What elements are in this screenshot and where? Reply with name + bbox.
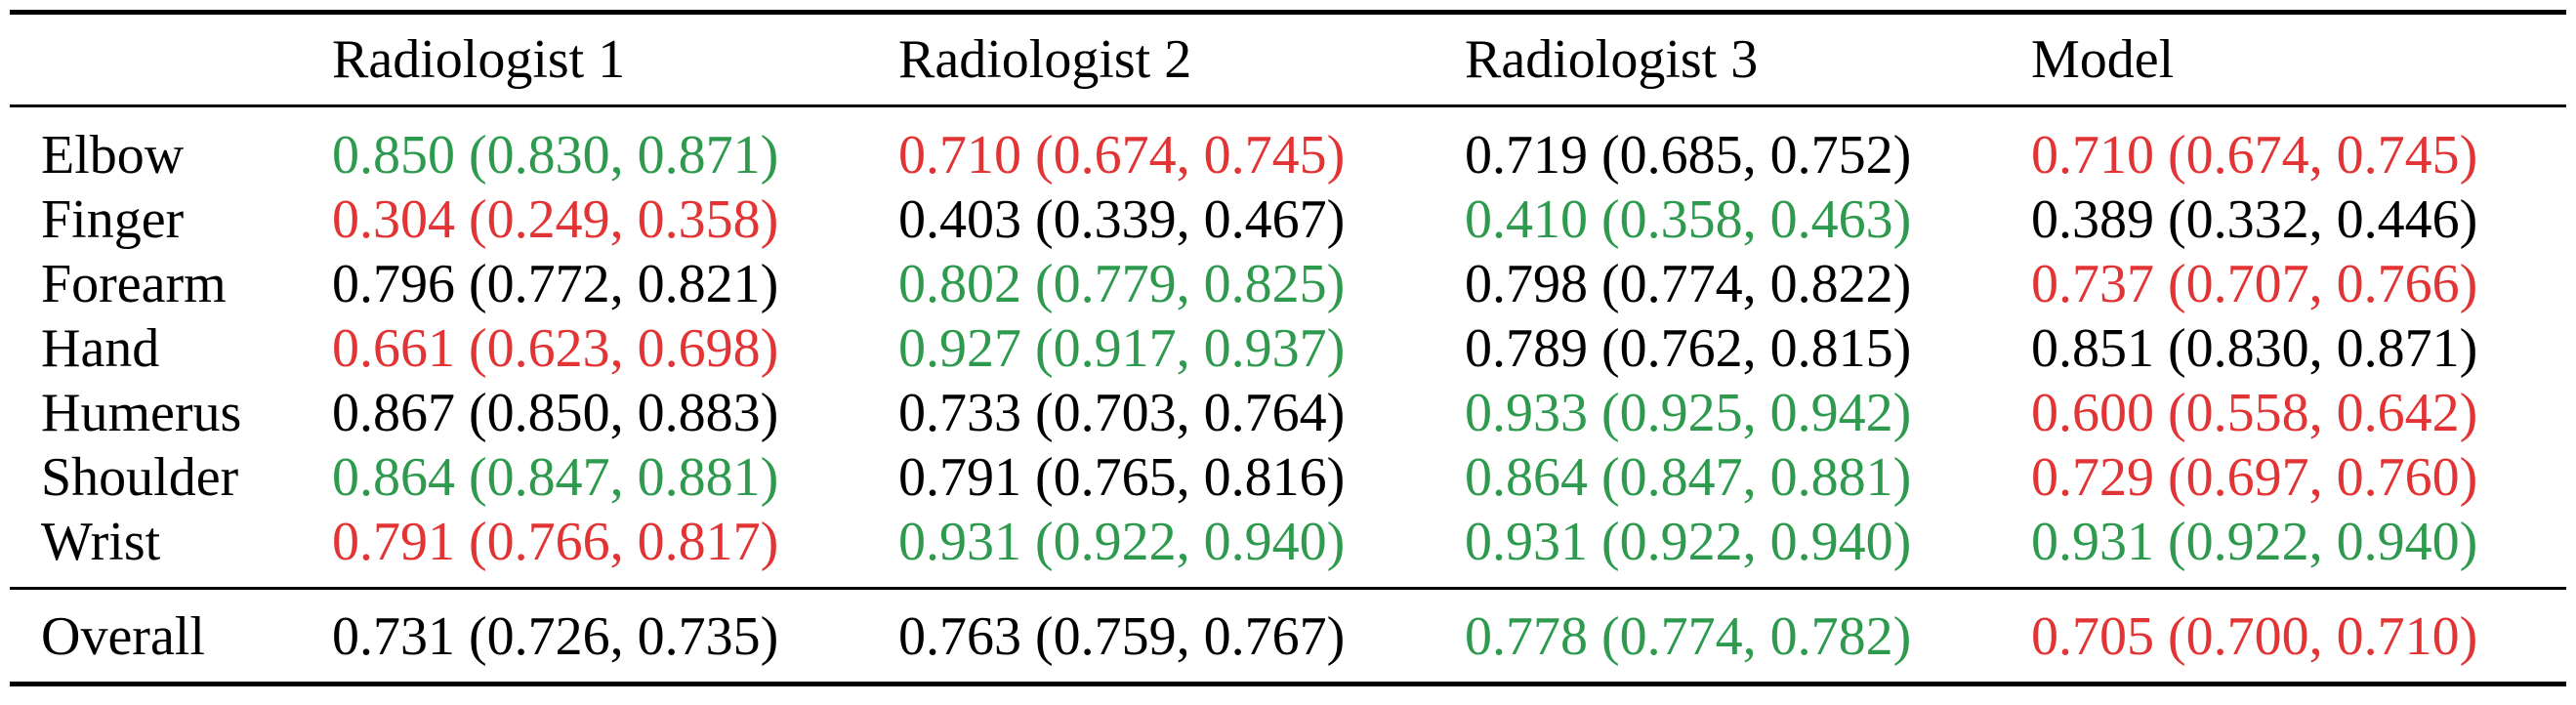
table-cell: 0.710 (0.674, 0.745) xyxy=(898,125,1346,186)
row-label-hand: Hand xyxy=(41,318,160,379)
table-cell: 0.927 (0.917, 0.937) xyxy=(898,318,1346,379)
header-radiologist-3: Radiologist 3 xyxy=(1465,29,1759,90)
table-cell: 0.931 (0.922, 0.940) xyxy=(2031,512,2478,572)
table-cell: 0.719 (0.685, 0.752) xyxy=(1465,125,1912,186)
table-cell: 0.931 (0.922, 0.940) xyxy=(898,512,1346,572)
row-label-elbow: Elbow xyxy=(41,125,185,186)
table-cell: 0.710 (0.674, 0.745) xyxy=(2031,125,2478,186)
header-radiologist-1: Radiologist 1 xyxy=(332,29,626,90)
table-cell: 0.796 (0.772, 0.821) xyxy=(332,254,779,314)
table-cell: 0.851 (0.830, 0.871) xyxy=(2031,318,2478,379)
top-rule xyxy=(10,10,2566,15)
row-label-overall: Overall xyxy=(41,606,205,667)
table-cell: 0.763 (0.759, 0.767) xyxy=(898,606,1346,667)
table-cell: 0.705 (0.700, 0.710) xyxy=(2031,606,2478,667)
table-cell: 0.850 (0.830, 0.871) xyxy=(332,125,779,186)
row-label-forearm: Forearm xyxy=(41,254,227,314)
table-cell: 0.778 (0.774, 0.782) xyxy=(1465,606,1912,667)
table-cell: 0.731 (0.726, 0.735) xyxy=(332,606,779,667)
table-cell: 0.931 (0.922, 0.940) xyxy=(1465,512,1912,572)
row-label-shoulder: Shoulder xyxy=(41,447,239,508)
header-model: Model xyxy=(2031,29,2175,90)
table-cell: 0.304 (0.249, 0.358) xyxy=(332,189,779,250)
table-cell: 0.410 (0.358, 0.463) xyxy=(1465,189,1912,250)
table-cell: 0.403 (0.339, 0.467) xyxy=(898,189,1346,250)
table-cell: 0.789 (0.762, 0.815) xyxy=(1465,318,1912,379)
table-cell: 0.864 (0.847, 0.881) xyxy=(1465,447,1912,508)
table-cell: 0.867 (0.850, 0.883) xyxy=(332,383,779,443)
table-cell: 0.600 (0.558, 0.642) xyxy=(2031,383,2478,443)
table-cell: 0.791 (0.766, 0.817) xyxy=(332,512,779,572)
row-label-humerus: Humerus xyxy=(41,383,242,443)
row-label-finger: Finger xyxy=(41,189,185,250)
table-cell: 0.791 (0.765, 0.816) xyxy=(898,447,1346,508)
row-label-wrist: Wrist xyxy=(41,512,161,572)
table-cell: 0.737 (0.707, 0.766) xyxy=(2031,254,2478,314)
header-radiologist-2: Radiologist 2 xyxy=(898,29,1192,90)
table-cell: 0.661 (0.623, 0.698) xyxy=(332,318,779,379)
table-cell: 0.733 (0.703, 0.764) xyxy=(898,383,1346,443)
overall-rule xyxy=(10,587,2566,590)
bottom-rule xyxy=(10,682,2566,686)
table-cell: 0.864 (0.847, 0.881) xyxy=(332,447,779,508)
table-cell: 0.389 (0.332, 0.446) xyxy=(2031,189,2478,250)
table-cell: 0.933 (0.925, 0.942) xyxy=(1465,383,1912,443)
table-cell: 0.802 (0.779, 0.825) xyxy=(898,254,1346,314)
table-cell: 0.729 (0.697, 0.760) xyxy=(2031,447,2478,508)
header-rule xyxy=(10,104,2566,107)
table-cell: 0.798 (0.774, 0.822) xyxy=(1465,254,1912,314)
